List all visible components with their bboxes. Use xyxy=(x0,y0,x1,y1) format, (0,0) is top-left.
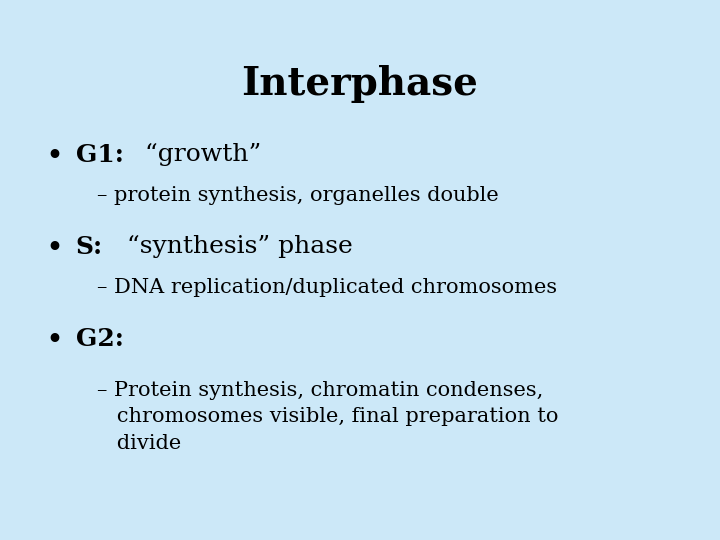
Text: – protein synthesis, organelles double: – protein synthesis, organelles double xyxy=(97,186,499,205)
Text: •: • xyxy=(46,327,62,350)
Text: •: • xyxy=(46,235,62,259)
Text: •: • xyxy=(46,143,62,167)
Text: “growth”: “growth” xyxy=(138,143,261,166)
Text: – DNA replication/duplicated chromosomes: – DNA replication/duplicated chromosomes xyxy=(97,278,557,297)
Text: – Protein synthesis, chromatin condenses,
   chromosomes visible, final preparat: – Protein synthesis, chromatin condenses… xyxy=(97,381,559,453)
Text: S:: S: xyxy=(76,235,103,259)
Text: “synthesis” phase: “synthesis” phase xyxy=(111,235,352,258)
Text: G2:: G2: xyxy=(76,327,123,350)
Text: G1:: G1: xyxy=(76,143,123,167)
Text: Interphase: Interphase xyxy=(242,65,478,103)
